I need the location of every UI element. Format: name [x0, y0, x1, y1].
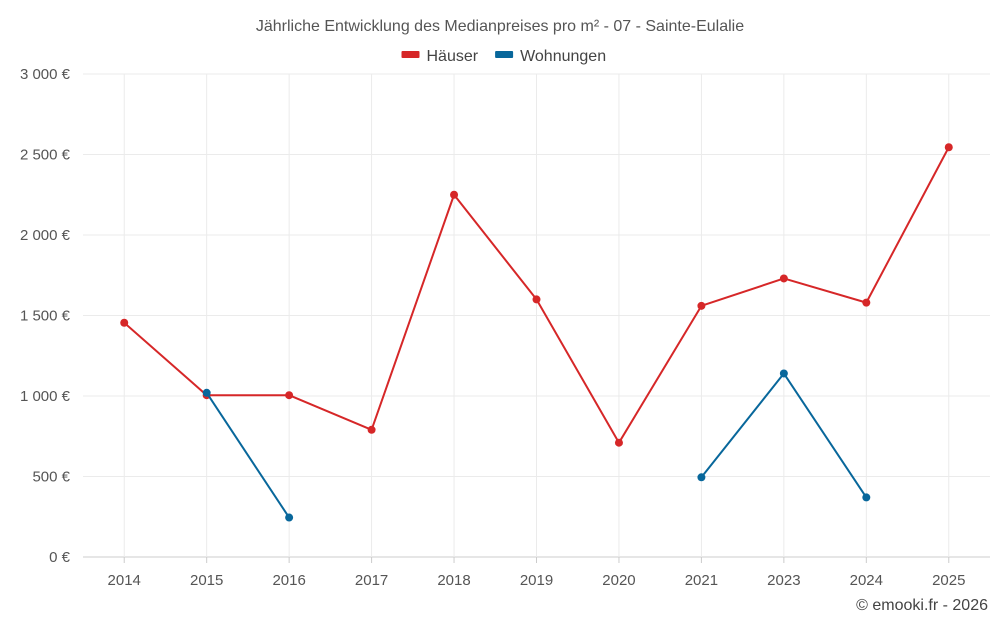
data-point[interactable]: [862, 493, 871, 502]
data-point[interactable]: [120, 318, 129, 327]
x-tick-label: 2021: [685, 572, 718, 589]
y-tick-label: 3 000 €: [20, 66, 71, 83]
data-point[interactable]: [532, 295, 541, 304]
credit-text: © emooki.fr - 2026: [856, 597, 988, 614]
x-tick-label: 2020: [602, 572, 635, 589]
x-tick-label: 2014: [108, 572, 141, 589]
x-tick-label: 2025: [932, 572, 965, 589]
x-tick-label: 2018: [437, 572, 470, 589]
data-point[interactable]: [779, 274, 788, 283]
y-tick-label: 2 000 €: [20, 227, 71, 244]
data-point[interactable]: [450, 190, 459, 199]
x-tick-label: 2024: [850, 572, 883, 589]
data-point[interactable]: [285, 513, 294, 522]
y-axis-ticks: 0 € 500 € 1 000 € 1 500 € 2 000 € 2 500 € 3 00…: [20, 66, 71, 566]
series-Wohnungen: [202, 369, 871, 522]
y-tick-label: 1 000 €: [20, 388, 71, 405]
legend-label[interactable]: Wohnungen: [520, 48, 606, 65]
series: [120, 143, 953, 522]
legend-swatch[interactable]: [495, 51, 514, 58]
x-tick-label: 2017: [355, 572, 388, 589]
x-axis-ticks: 2014 2015 2016 2017 2018 2019 2020 2021 2023 2024…: [108, 557, 965, 589]
data-point[interactable]: [614, 438, 623, 447]
data-point[interactable]: [862, 298, 871, 307]
legend-label[interactable]: Häuser: [427, 48, 479, 65]
x-tick-label: 2016: [272, 572, 305, 589]
y-tick-label: 2 500 €: [20, 147, 71, 164]
series-line: [205, 392, 290, 519]
x-tick-label: 2019: [520, 572, 553, 589]
data-point[interactable]: [202, 388, 211, 397]
data-point[interactable]: [697, 473, 706, 482]
data-point[interactable]: [285, 391, 294, 400]
y-tick-label: 0 €: [49, 549, 71, 566]
data-point[interactable]: [697, 301, 706, 310]
y-tick-label: 1 500 €: [20, 308, 71, 325]
legend: Häuser Wohnungen: [401, 48, 606, 65]
x-tick-label: 2015: [190, 572, 223, 589]
legend-swatch[interactable]: [401, 51, 420, 58]
x-tick-label: 2023: [767, 572, 800, 589]
data-point[interactable]: [944, 143, 953, 152]
data-point[interactable]: [367, 425, 376, 434]
grid: [83, 73, 990, 558]
data-point[interactable]: [779, 369, 788, 378]
y-tick-label: 500 €: [32, 469, 70, 486]
series-Häuser: [120, 143, 953, 447]
chart-title: Jährliche Entwicklung des Medianpreises …: [256, 18, 744, 35]
